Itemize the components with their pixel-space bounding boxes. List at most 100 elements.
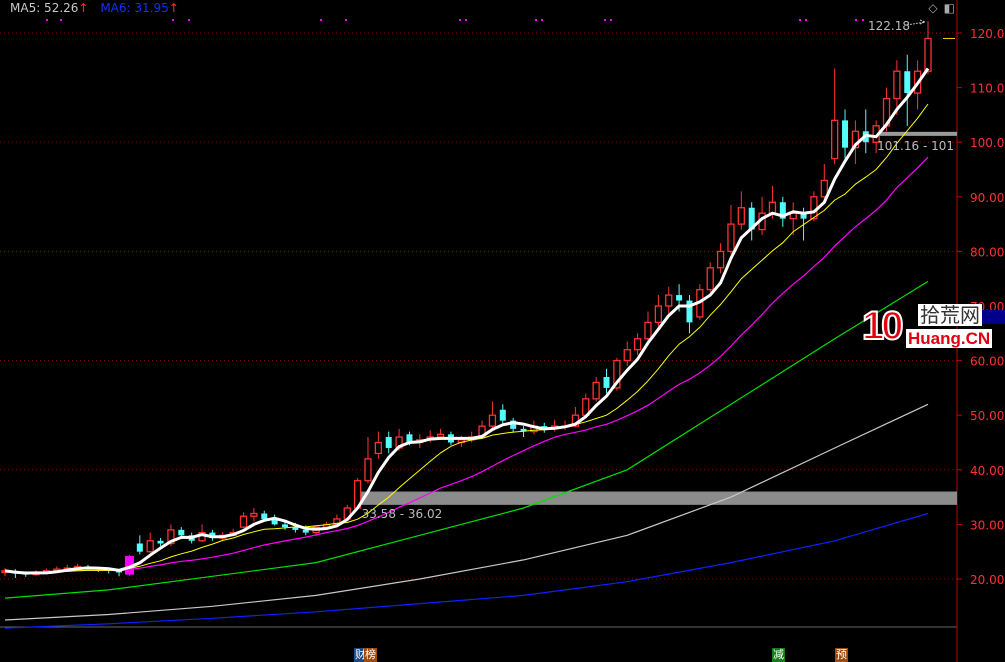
candle-body (488, 414, 497, 427)
signal-dot (541, 19, 543, 21)
high-price-label: 122.18 (868, 19, 910, 33)
candle-body (924, 37, 932, 72)
candle-body (146, 540, 154, 553)
signal-dot (855, 19, 857, 21)
price-band-upper (873, 131, 957, 136)
signal-dot (862, 19, 864, 21)
candle-body (499, 409, 506, 421)
candle-body (820, 179, 828, 198)
candle-body (261, 513, 268, 519)
candle-body (282, 524, 289, 528)
candle-body (706, 267, 714, 291)
candle-body (737, 207, 745, 225)
logo-huang: Huang.CN (906, 329, 993, 348)
signal-dot (465, 19, 467, 21)
high-arrow-icon (906, 19, 927, 26)
ma20-line (4, 156, 929, 574)
candle-body (592, 381, 600, 400)
ma10-line (4, 103, 929, 574)
y-tick-label: 60.00 (970, 355, 1004, 369)
price-band-lower (354, 491, 957, 505)
candle-body (613, 359, 621, 389)
candle-body (157, 540, 164, 544)
candle-body (124, 556, 134, 575)
candle-body (633, 338, 642, 351)
candle-body (250, 512, 258, 517)
signal-dot (60, 19, 62, 21)
candle-body (364, 458, 372, 482)
signal-dot (604, 19, 606, 21)
band-upper-label: 101.16 - 101 (877, 139, 954, 153)
signal-dot (188, 19, 190, 21)
ma6-value: MA6: 31.95 (100, 1, 169, 15)
candle-body (644, 321, 652, 340)
candle-body (271, 518, 278, 525)
event-marker-yu[interactable]: 预 (835, 648, 848, 662)
window-toggle-icon[interactable]: ◧ (943, 1, 955, 15)
candle-body (136, 543, 143, 552)
y-tick-label: 20.00 (970, 573, 1004, 587)
ma-legend: MA5: 52.26↑ MA6: 31.95↑ (10, 1, 179, 15)
event-marker-cai[interactable]: 财 (354, 648, 367, 662)
watermark-logo: 10 拾荒网 Huang.CN (861, 303, 993, 352)
y-tick-label: 120.00 (970, 27, 1005, 41)
signal-dot (345, 19, 347, 21)
candle-body (654, 305, 663, 324)
candle-body (748, 207, 755, 230)
candle-body (167, 529, 175, 545)
candle-body (768, 201, 777, 214)
signal-dot (610, 19, 612, 21)
signal-dot (46, 19, 48, 21)
candle-body (810, 196, 818, 220)
logo-ten: 10 (861, 303, 904, 349)
ma250-line (4, 512, 929, 629)
candle-body (665, 294, 673, 307)
candle-body (292, 527, 299, 530)
signal-dot (172, 19, 174, 21)
up-arrow-icon: ↑ (168, 1, 179, 15)
ma5-value: MA5: 52.26 (10, 1, 79, 15)
up-arrow-icon: ↑ (78, 1, 89, 15)
y-tick-label: 90.00 (970, 191, 1004, 205)
y-tick-label: 110.00 (970, 82, 1005, 96)
candle-body (623, 349, 631, 362)
candle-body (603, 376, 610, 388)
candle-body (510, 420, 517, 429)
candle-body (436, 433, 445, 438)
top-icons: ◇ ◧ (922, 1, 955, 15)
diamond-icon[interactable]: ◇ (928, 1, 938, 15)
y-tick-label: 80.00 (970, 245, 1004, 259)
y-tick-label: 40.00 (970, 464, 1004, 478)
ma5-line (4, 67, 930, 575)
signal-dot (535, 19, 537, 21)
candle-body (302, 529, 309, 533)
signal-dot (459, 19, 461, 21)
candle-body (893, 70, 901, 100)
candle-body (727, 223, 735, 253)
y-tick-label: 50.00 (970, 409, 1004, 423)
logo-cn: 拾荒网 (918, 303, 982, 327)
band-lower-label: 33.58 - 36.02 (362, 507, 443, 521)
candle-body (716, 250, 725, 269)
ma120-line (4, 403, 929, 621)
candle-body (842, 120, 849, 148)
signal-dot (799, 19, 801, 21)
y-tick-label: 30.00 (970, 518, 1004, 532)
candle-body (406, 434, 413, 443)
candle-body (676, 295, 683, 301)
ma60-line (4, 280, 929, 599)
candle-body (178, 529, 185, 536)
y-tick-label: 100.00 (970, 136, 1005, 150)
signal-dot (320, 19, 322, 21)
event-marker-jian[interactable]: 减 (772, 648, 785, 662)
event-marker-bang[interactable]: 榜 (364, 648, 377, 662)
candle-body (385, 437, 392, 448)
candle-body (686, 300, 693, 323)
candle-body (520, 428, 527, 432)
candle-body (374, 441, 382, 455)
candle-body (831, 119, 839, 160)
candle-body (800, 213, 807, 219)
candle-body (779, 202, 786, 219)
candle-body (239, 515, 248, 528)
